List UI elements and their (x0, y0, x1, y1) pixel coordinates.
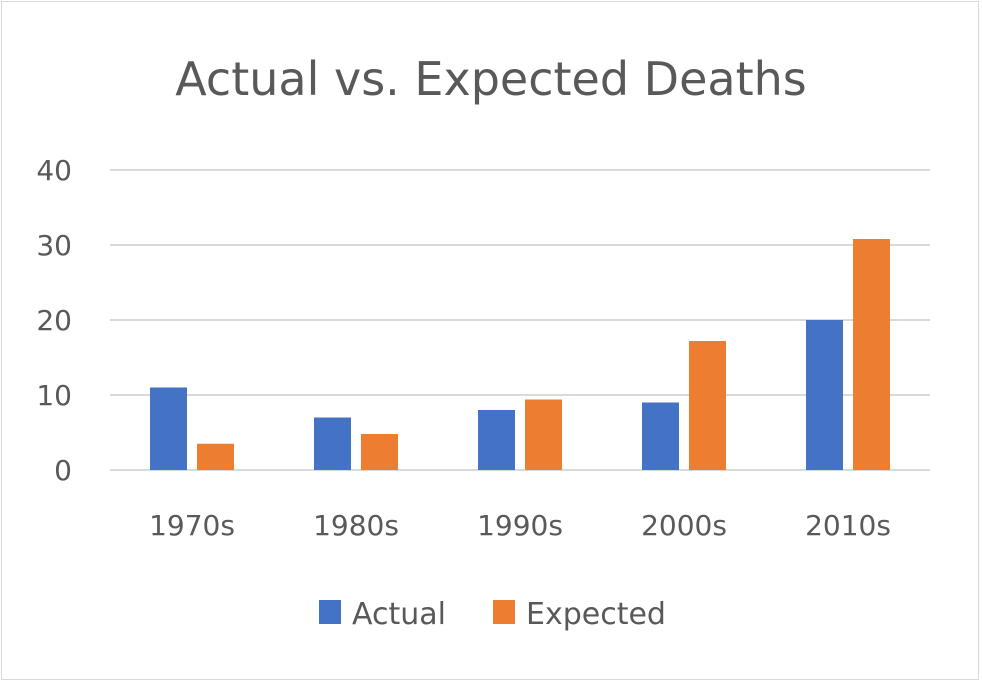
x-tick-label: 2000s (641, 509, 727, 542)
bars (150, 239, 890, 470)
y-axis-ticks: 0 10 20 30 40 (36, 154, 72, 487)
y-tick-label: 40 (36, 154, 72, 187)
x-tick-label: 2010s (805, 509, 891, 542)
bar-expected-2000s (689, 341, 726, 470)
y-tick-label: 30 (36, 229, 72, 262)
bar-expected-1980s (361, 434, 398, 470)
chart-title: Actual vs. Expected Deaths (175, 52, 806, 106)
y-tick-label: 0 (54, 454, 72, 487)
bar-actual-2000s (642, 402, 679, 470)
bar-actual-1980s (314, 417, 351, 470)
legend: Actual Expected (319, 597, 666, 632)
x-tick-label: 1990s (477, 509, 563, 542)
x-tick-label: 1980s (313, 509, 399, 542)
legend-label-actual: Actual (352, 597, 446, 632)
y-tick-label: 10 (36, 379, 72, 412)
bar-expected-2010s (853, 239, 890, 470)
bar-actual-1990s (478, 410, 515, 470)
y-tick-label: 20 (36, 304, 72, 337)
bar-expected-1990s (525, 399, 562, 470)
bar-expected-1970s (197, 443, 234, 470)
legend-swatch-actual (319, 600, 341, 624)
x-tick-label: 1970s (149, 509, 235, 542)
x-axis-ticks: 1970s 1980s 1990s 2000s 2010s (149, 509, 891, 542)
legend-swatch-expected (493, 600, 515, 624)
gridlines (110, 169, 930, 471)
legend-label-expected: Expected (526, 597, 666, 632)
bar-actual-2010s (806, 320, 843, 470)
bar-actual-1970s (150, 387, 187, 470)
